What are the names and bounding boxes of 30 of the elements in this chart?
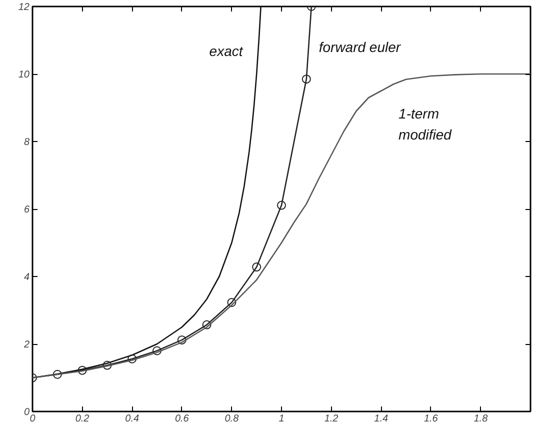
y-tick-label: 8 [24,137,30,148]
point [277,200,286,210]
point [78,366,87,375]
y-tick-label: 2 [22,340,30,350]
y-tick-label: 6 [24,204,30,216]
point [128,354,137,364]
line-series [32,73,530,378]
point [152,346,162,356]
x-tick-label: 0.4 [125,414,140,424]
x-tick-label: 0.2 [75,414,90,424]
point [52,370,62,379]
x-tick-label: 1.4 [374,414,388,424]
point [177,335,186,344]
point [202,320,212,330]
x-tick-label: 1.6 [424,414,438,424]
x-tick-label: 1 [278,414,284,424]
y-tick-label: 4 [24,272,30,283]
point [302,74,311,84]
series-label: 1-term modified [398,106,453,142]
x-tick-label: 0.6 [174,414,190,424]
y-tick-label: 12 [18,2,30,13]
x-tick-label: 0.8 [224,414,240,424]
point [252,262,262,272]
x-tick-label: 1.2 [324,414,339,424]
point [102,360,112,370]
series-label: exact [209,43,244,60]
series-label: forward euler [318,39,402,55]
x-tick-label: 1.8 [474,414,488,424]
point [227,298,236,307]
y-tick-label: 10 [18,70,30,80]
